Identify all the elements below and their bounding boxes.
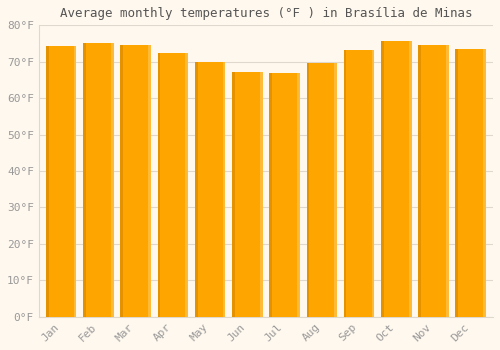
Bar <box>74 46 76 317</box>
Bar <box>446 44 448 317</box>
Bar <box>297 73 300 317</box>
Bar <box>418 44 421 317</box>
Bar <box>306 63 310 317</box>
Bar <box>195 62 226 317</box>
Title: Average monthly temperatures (°F ) in Brasília de Minas: Average monthly temperatures (°F ) in Br… <box>60 7 472 20</box>
Bar <box>195 62 198 317</box>
Bar <box>306 63 337 317</box>
Bar <box>158 52 188 317</box>
Bar <box>372 50 374 317</box>
Bar <box>186 52 188 317</box>
Bar <box>222 62 226 317</box>
Bar <box>270 73 300 317</box>
Bar <box>260 71 262 317</box>
Bar <box>83 43 114 317</box>
Bar <box>232 71 262 317</box>
Bar <box>456 49 458 317</box>
Bar <box>409 41 412 317</box>
Bar <box>46 46 76 317</box>
Bar <box>111 43 114 317</box>
Bar <box>120 44 123 317</box>
Bar <box>270 73 272 317</box>
Bar <box>381 41 412 317</box>
Bar <box>456 49 486 317</box>
Bar <box>344 50 374 317</box>
Bar <box>148 44 151 317</box>
Bar <box>334 63 337 317</box>
Bar <box>158 52 160 317</box>
Bar <box>46 46 48 317</box>
Bar <box>381 41 384 317</box>
Bar <box>483 49 486 317</box>
Bar <box>418 44 448 317</box>
Bar <box>83 43 86 317</box>
Bar <box>344 50 346 317</box>
Bar <box>120 44 151 317</box>
Bar <box>232 71 235 317</box>
